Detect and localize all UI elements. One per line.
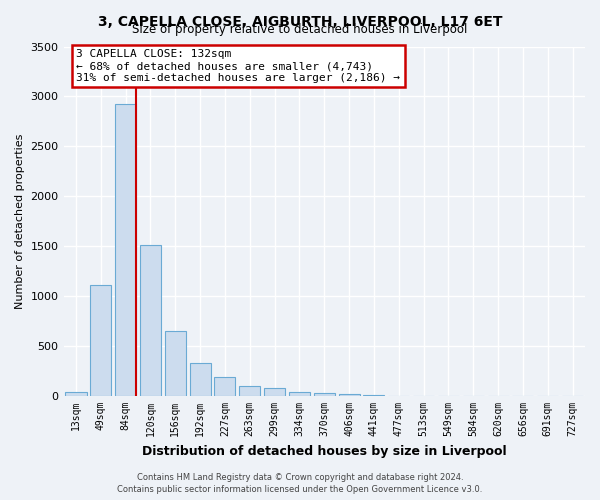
Text: 3 CAPELLA CLOSE: 132sqm
← 68% of detached houses are smaller (4,743)
31% of semi: 3 CAPELLA CLOSE: 132sqm ← 68% of detache… (76, 50, 400, 82)
Text: Size of property relative to detached houses in Liverpool: Size of property relative to detached ho… (133, 22, 467, 36)
Bar (239, 386, 260, 396)
Bar (214, 376, 235, 396)
Bar (364, 394, 385, 396)
Bar (90, 285, 112, 396)
Bar (190, 363, 211, 396)
Bar (65, 392, 86, 396)
Bar (338, 394, 359, 396)
X-axis label: Distribution of detached houses by size in Liverpool: Distribution of detached houses by size … (142, 444, 506, 458)
Bar (140, 245, 161, 396)
Text: Contains HM Land Registry data © Crown copyright and database right 2024.
Contai: Contains HM Land Registry data © Crown c… (118, 472, 482, 494)
Bar (165, 331, 186, 396)
Bar (314, 392, 335, 396)
Bar (289, 392, 310, 396)
Text: 3, CAPELLA CLOSE, AIGBURTH, LIVERPOOL, L17 6ET: 3, CAPELLA CLOSE, AIGBURTH, LIVERPOOL, L… (98, 15, 502, 29)
Bar (115, 104, 136, 396)
Y-axis label: Number of detached properties: Number of detached properties (15, 134, 25, 309)
Bar (264, 388, 285, 396)
